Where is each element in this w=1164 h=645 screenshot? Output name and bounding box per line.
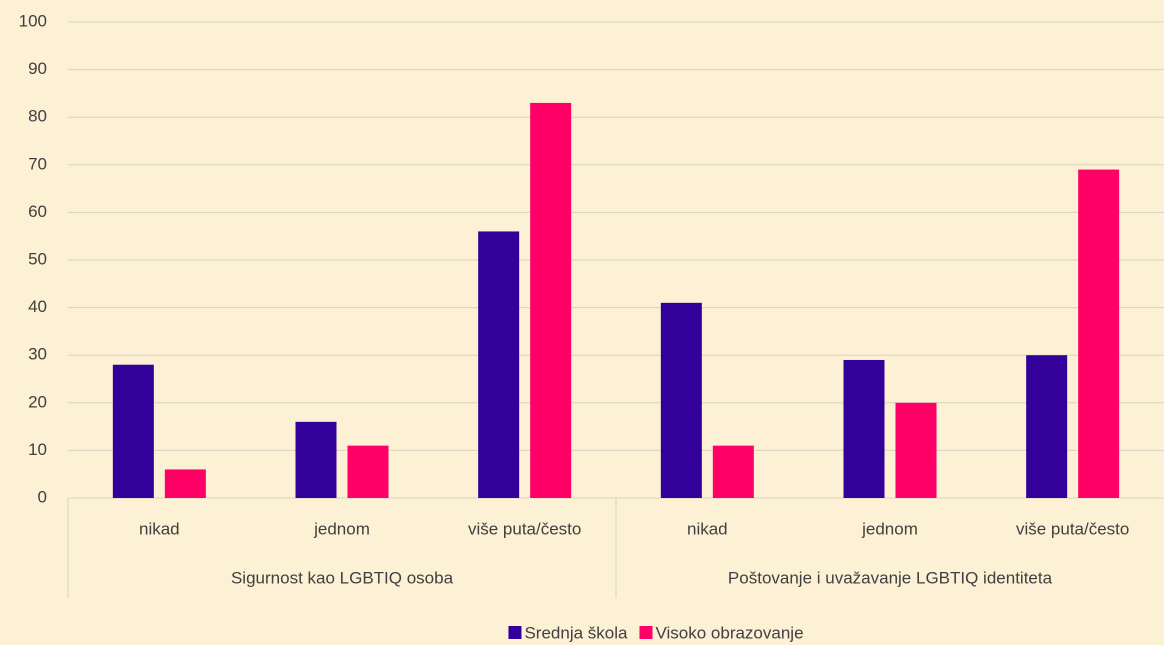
x-tick-label: jednom [313, 519, 370, 538]
bar [712, 445, 754, 498]
y-tick-label: 50 [28, 249, 47, 268]
legend-swatch [508, 626, 522, 639]
bar [478, 231, 520, 498]
bar [1026, 355, 1068, 498]
bar [843, 359, 885, 498]
x-tick-label: više puta/često [468, 519, 581, 538]
legend-swatch [639, 626, 653, 639]
legend-label: Visoko obrazovanje [655, 623, 803, 642]
bar [895, 402, 937, 498]
bar [112, 364, 154, 498]
y-tick-label: 100 [19, 11, 47, 30]
legend-label: Srednja škola [524, 623, 628, 642]
x-tick-label: nikad [139, 519, 180, 538]
bar [164, 469, 206, 498]
y-tick-label: 70 [28, 154, 47, 173]
bar [295, 421, 337, 498]
group-label: Poštovanje i uvažavanje LGBTIQ identitet… [728, 568, 1053, 587]
bar [347, 445, 389, 498]
y-tick-label: 80 [28, 107, 47, 126]
y-tick-label: 60 [28, 202, 47, 221]
y-tick-label: 90 [28, 59, 47, 78]
y-tick-label: 20 [28, 392, 47, 411]
x-tick-label: nikad [687, 519, 728, 538]
group-label: Sigurnost kao LGBTIQ osoba [231, 568, 454, 587]
y-tick-label: 0 [38, 487, 47, 506]
x-tick-label: jednom [861, 519, 918, 538]
y-tick-label: 30 [28, 345, 47, 364]
y-tick-label: 40 [28, 297, 47, 316]
bar [1078, 169, 1120, 498]
bar [660, 302, 702, 498]
x-tick-label: više puta/često [1016, 519, 1129, 538]
y-tick-label: 10 [28, 440, 47, 459]
bar [530, 102, 572, 499]
